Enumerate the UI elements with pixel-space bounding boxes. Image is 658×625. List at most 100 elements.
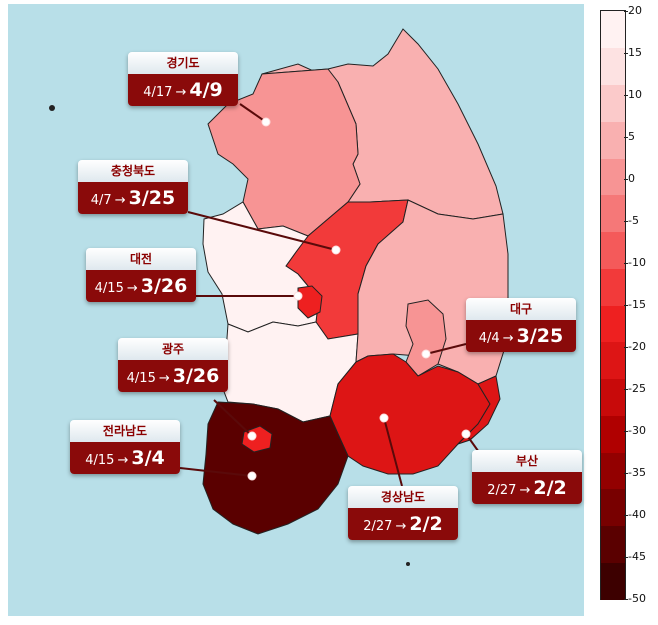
callout-dates: 2/27 → 2/2 [472,472,582,504]
colorbar-tick-label: -5 [624,214,639,227]
arrow-icon: → [117,453,129,468]
colorbar-segment [601,121,625,159]
colorbar-tick-label: -35 [624,466,646,479]
colorbar-tick-label: -45 [624,550,646,563]
callout-dates: 4/15 → 3/4 [70,442,180,474]
marker-dot-daegu [421,349,431,359]
map-svg [49,28,509,566]
callout-dates: 4/15 → 3/26 [118,360,228,392]
colorbar-segment [601,378,625,416]
colorbar-segment [601,268,625,306]
colorbar-segment [601,415,625,453]
callout-dates: 4/7 → 3/25 [78,182,188,214]
date-after: 3/25 [516,325,564,347]
date-after: 2/2 [409,513,443,535]
marker-dot-chungbuk [331,245,341,255]
colorbar-tick-label: 15 [624,46,642,59]
region-daegu[interactable] [405,299,447,377]
colorbar-segment [601,525,625,563]
marker-dot-gyeonggi [261,117,271,127]
colorbar-segment [601,231,625,269]
leader-line-gwangju [213,399,253,437]
date-before: 4/15 [85,453,115,468]
date-after: 3/26 [172,365,220,387]
callout-daegu: 대구 4/4 → 3/25 [466,298,576,352]
callout-name: 광주 [118,338,228,360]
colorbar-tick-label: -30 [624,424,646,437]
date-before: 4/4 [478,331,500,346]
callout-name: 충청북도 [78,160,188,182]
region-daejeon[interactable] [297,285,323,319]
colorbar-segment [601,341,625,379]
callout-name: 부산 [472,450,582,472]
region-gyeonggi[interactable] [207,68,361,237]
colorbar-tick-label: 10 [624,88,642,101]
callout-gyeongnam: 경상남도 2/27 → 2/2 [348,486,458,540]
marker-dot-gwangju [247,431,257,441]
callout-name: 경기도 [128,52,238,74]
colorbar-segment [601,452,625,490]
callout-gwangju: 광주 4/15 → 3/26 [118,338,228,392]
leader-line-chungbuk [187,211,337,251]
callout-daejeon: 대전 4/15 → 3/26 [86,248,196,302]
callout-name: 대구 [466,298,576,320]
colorbar [600,10,626,600]
date-after: 3/26 [140,275,188,297]
date-before: 4/15 [94,281,124,296]
colorbar-segment [601,84,625,122]
colorbar-tick-label: -10 [624,256,646,269]
date-after: 3/25 [128,187,176,209]
colorbar-segment [601,562,625,600]
arrow-icon: → [158,371,170,386]
colorbar-tick-label: -50 [624,592,646,605]
date-before: 4/17 [143,85,173,100]
callout-dates: 4/15 → 3/26 [86,270,196,302]
leader-line-gyeongnam [383,417,403,487]
marker-dot-jeonnam [247,471,257,481]
colorbar-tick-label: 20 [624,4,642,17]
arrow-icon: → [126,281,138,296]
colorbar-segment [601,47,625,85]
date-before: 2/27 [363,519,393,534]
date-after: 4/9 [189,79,223,101]
date-before: 4/7 [90,193,112,208]
marker-dot-busan [461,429,471,439]
leader-line-jeonnam [179,467,253,477]
colorbar-tick-label: 0 [624,172,635,185]
callout-jeonnam: 전라남도 4/15 → 3/4 [70,420,180,474]
date-after: 3/4 [131,447,165,469]
callout-name: 전라남도 [70,420,180,442]
marker-dot-gyeongnam [379,413,389,423]
island [49,105,55,111]
leader-lines [179,103,487,487]
colorbar-segment [601,194,625,232]
callout-name: 경상남도 [348,486,458,508]
colorbar-segment [601,488,625,526]
colorbar-tick-label: -25 [624,382,646,395]
colorbar-segment [601,158,625,196]
callout-dates: 4/17 → 4/9 [128,74,238,106]
island [406,562,410,566]
colorbar-tick-label: -40 [624,508,646,521]
arrow-icon: → [519,483,531,498]
arrow-icon: → [395,519,407,534]
arrow-icon: → [175,85,187,100]
leader-line-gyeonggi [239,103,267,123]
colorbar-segment [601,11,625,49]
colorbar-segment [601,305,625,343]
colorbar-tick-label: -20 [624,340,646,353]
colorbar-tick-label: 5 [624,130,635,143]
arrow-icon: → [502,331,514,346]
date-before: 2/27 [487,483,517,498]
leader-line-daegu [425,343,467,355]
colorbar-tick-label: -15 [624,298,646,311]
marker-dot-daejeon [293,291,303,301]
callout-name: 대전 [86,248,196,270]
callout-dates: 2/27 → 2/2 [348,508,458,540]
arrow-icon: → [114,193,126,208]
callout-chungbuk: 충청북도 4/7 → 3/25 [78,160,188,214]
region-jeonnam[interactable] [202,401,349,535]
date-before: 4/15 [126,371,156,386]
callout-dates: 4/4 → 3/25 [466,320,576,352]
date-after: 2/2 [533,477,567,499]
